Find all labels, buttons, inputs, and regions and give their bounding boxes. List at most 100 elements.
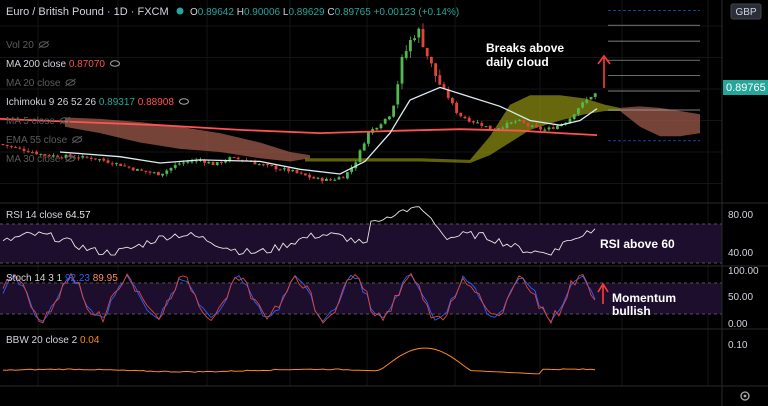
last-price-tag (723, 80, 768, 95)
legend-item: MA 20 close (6, 78, 61, 89)
legend-item: MA 200 close 0.87070 (6, 59, 105, 70)
candle-body (148, 171, 152, 173)
candle-body (518, 119, 521, 121)
candle-body (283, 168, 286, 170)
candle-body (362, 143, 366, 151)
candle-body (257, 164, 261, 166)
candle-body (287, 168, 290, 172)
annotation-breaks-line1: Breaks above (486, 41, 564, 55)
candle-body (190, 161, 194, 163)
currency-badge[interactable] (730, 3, 762, 20)
candle-body (131, 167, 135, 171)
candle-body (266, 163, 269, 165)
candle-body (152, 172, 156, 174)
settings-icon[interactable] (740, 391, 750, 401)
candle-body (224, 160, 227, 163)
candle-body (337, 177, 341, 180)
stoch-band (0, 283, 722, 314)
candle-body (350, 167, 353, 172)
candle-body (585, 99, 589, 103)
candle-body (89, 157, 93, 160)
candle-body (35, 151, 38, 155)
candle-body (396, 84, 400, 105)
legend-item: MA 5 close (6, 116, 55, 127)
candle-body (110, 163, 114, 165)
candle-body (14, 147, 17, 149)
candle-body (572, 114, 576, 120)
candle-body (547, 127, 551, 130)
stoch-tick: 50.00 (728, 292, 753, 303)
candle-body (421, 28, 425, 48)
candle-body (539, 126, 542, 130)
annotation-momentum-line1: Momentum (612, 291, 676, 305)
candle-body (551, 127, 555, 129)
candle-body (358, 150, 362, 162)
cloud-bullish (305, 158, 470, 164)
candle-body (270, 164, 274, 167)
candle-body (501, 127, 505, 129)
candle-body (291, 170, 295, 172)
candle-body (161, 173, 164, 176)
candle-body (320, 177, 324, 182)
candle-body (329, 179, 332, 181)
stoch-tick: 0.00 (728, 319, 748, 330)
ichimoku-base-line (59, 86, 598, 175)
symbol-title[interactable]: Euro / British Pound · 1D · FXCM (6, 6, 169, 18)
bbw-label: BBW 20 close 2 0.04 (6, 335, 100, 346)
candle-body (81, 156, 85, 158)
arrow-up-icon (597, 54, 611, 88)
candle-body (333, 179, 337, 181)
candle-body (123, 165, 127, 167)
eye-icon (109, 60, 120, 67)
legend-item: MA 30 close (6, 154, 61, 165)
candle-body (232, 157, 236, 159)
candle-body (367, 132, 370, 144)
candle-body (127, 166, 131, 168)
eye-icon (38, 41, 49, 48)
candle-body (22, 148, 26, 151)
stoch-k-line (2, 274, 596, 323)
candle-body (526, 123, 530, 127)
candle-body (47, 155, 51, 157)
eye-icon (65, 79, 76, 86)
ma200-line (0, 118, 598, 136)
candle-body (593, 93, 597, 97)
annotation-momentum-line2: bullish (612, 304, 651, 318)
candle-body (484, 126, 488, 128)
candle-body (165, 170, 169, 174)
candle-body (312, 176, 316, 179)
candle-body (102, 158, 106, 161)
candle-body (186, 161, 190, 163)
legend-item: EMA 55 close (6, 135, 68, 146)
indicator-legend[interactable]: Vol 20 MA 200 close 0.87070 MA 20 close Ich… (6, 40, 189, 165)
candle-body (308, 174, 311, 178)
bbw-tick: 0.10 (728, 340, 748, 351)
currency-badge-label: GBP (735, 7, 756, 18)
candle-body (236, 157, 240, 160)
candle-body (379, 124, 383, 129)
candle-body (514, 121, 517, 123)
fibonacci-retracement[interactable] (608, 9, 700, 142)
candle-body (530, 125, 534, 127)
candle-body (262, 164, 265, 166)
candle-body (115, 163, 118, 165)
candle-body (18, 147, 22, 149)
candle-body (31, 152, 34, 154)
eye-icon (178, 98, 189, 105)
candle-body (56, 155, 59, 158)
candle-body (325, 178, 328, 181)
candle-body (476, 122, 479, 124)
ichimoku-cloud (65, 95, 700, 164)
candle-body (182, 162, 185, 164)
candle-body (215, 162, 219, 165)
candle-body (60, 157, 64, 159)
candle-body (463, 116, 467, 119)
candle-body (278, 169, 282, 171)
candle-body (211, 162, 215, 166)
candle-body (169, 167, 173, 171)
candle-body (346, 172, 349, 179)
eye-icon (38, 40, 50, 49)
candle-body (39, 153, 43, 155)
arrow-up-icon (597, 282, 609, 304)
